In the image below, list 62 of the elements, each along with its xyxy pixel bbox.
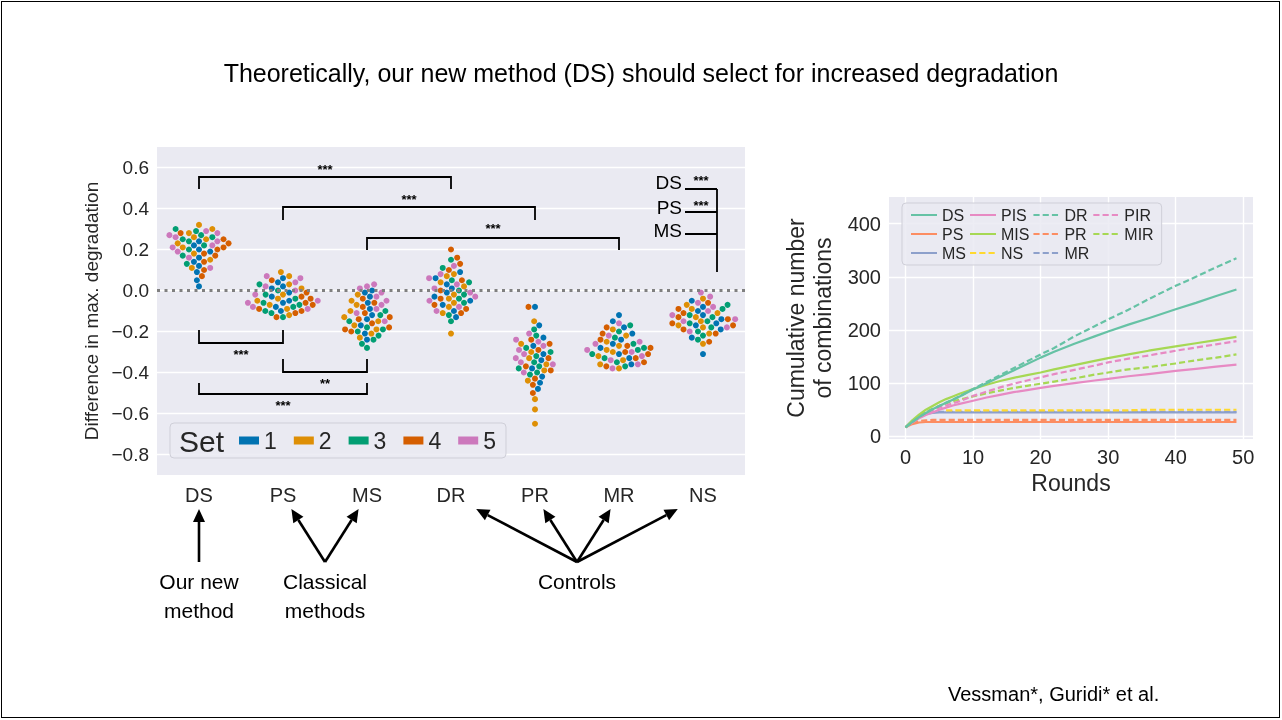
text: Classical methods xyxy=(282,569,368,624)
annotation: ** xyxy=(319,375,331,391)
annotation: MS xyxy=(653,219,682,241)
legend-label: 2 xyxy=(318,427,332,454)
annotation: *** xyxy=(485,220,502,236)
legend-label: NS xyxy=(1001,244,1024,262)
y-tick-label: 100 xyxy=(847,372,881,395)
x-tick-label: 10 xyxy=(961,446,985,468)
x-tick-label: DR xyxy=(436,484,466,506)
y-tick-label: −0.4 xyxy=(111,362,150,383)
annotation: *** xyxy=(317,161,334,177)
x-tick-label: 40 xyxy=(1164,446,1187,468)
annotation: *** xyxy=(693,172,710,188)
annotation: *** xyxy=(401,191,418,207)
legend-label: MIR xyxy=(1124,225,1154,243)
legend-label: DR xyxy=(1064,206,1088,224)
annotation: PS xyxy=(656,196,682,218)
legend-label: 5 xyxy=(483,427,496,454)
annotation: *** xyxy=(275,397,292,413)
x-tick-label: 0 xyxy=(899,446,912,468)
y-axis-title: Cumulative number of combinations xyxy=(783,217,837,418)
text: Vessman*, Guridi* et al. xyxy=(948,683,1160,706)
x-tick-label: DS xyxy=(185,484,213,506)
x-tick-label: 20 xyxy=(1029,446,1052,468)
y-tick-label: −0.8 xyxy=(111,444,149,465)
legend-title: Set xyxy=(179,424,225,458)
chart-title: Theoretically, our new method (DS) should select for increased degradation xyxy=(222,59,1060,88)
legend-label: PIR xyxy=(1124,206,1151,224)
x-tick-label: PR xyxy=(521,484,549,506)
y-tick-label: −0.6 xyxy=(111,403,149,424)
legend-label: MS xyxy=(942,244,966,262)
text: Our new method xyxy=(158,569,240,624)
legend-label: MIS xyxy=(1001,225,1030,243)
y-tick-label: 200 xyxy=(847,318,881,341)
x-tick-label: 30 xyxy=(1097,446,1120,468)
x-axis-title: Rounds xyxy=(1031,470,1111,497)
x-tick-label: NS xyxy=(689,484,717,506)
y-tick-label: −0.2 xyxy=(111,321,149,342)
y-tick-label: 0 xyxy=(869,425,881,448)
y-tick-label: 0.4 xyxy=(122,198,150,219)
legend-label: 3 xyxy=(373,427,387,454)
text: Controls xyxy=(536,569,618,595)
legend-label: PIS xyxy=(1001,206,1027,224)
y-tick-label: 0.6 xyxy=(122,157,149,178)
legend-label: MR xyxy=(1064,244,1090,262)
x-tick-label: MS xyxy=(352,484,382,506)
y-tick-label: 0.2 xyxy=(122,239,149,260)
y-axis-title: Difference in max. degradation xyxy=(80,181,102,441)
x-tick-label: PS xyxy=(269,484,297,506)
legend-label: 1 xyxy=(264,427,277,454)
x-tick-label: 50 xyxy=(1232,446,1255,468)
legend-label: DS xyxy=(942,206,965,224)
legend-label: PR xyxy=(1064,225,1087,243)
y-tick-label: 300 xyxy=(847,265,881,288)
annotation: *** xyxy=(233,346,250,362)
y-tick-label: 0.0 xyxy=(122,280,149,301)
x-tick-label: MR xyxy=(603,484,635,506)
annotation: *** xyxy=(693,197,710,213)
y-tick-label: 400 xyxy=(847,212,881,235)
annotation: DS xyxy=(655,171,682,193)
legend-label: PS xyxy=(942,225,964,243)
legend-label: 4 xyxy=(428,427,442,454)
